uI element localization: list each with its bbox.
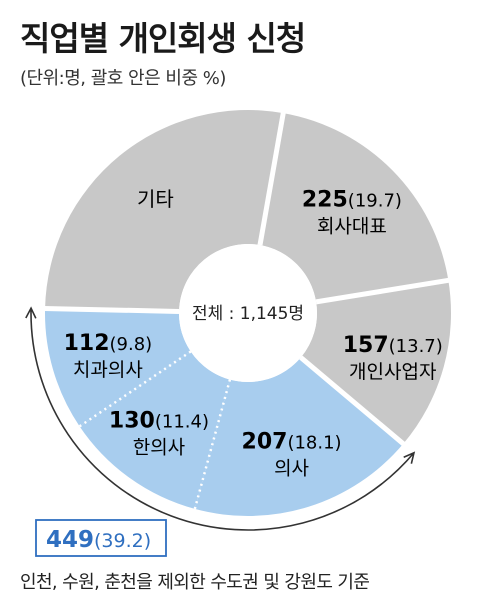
- slice-1: [259, 113, 449, 302]
- slice-value-label: 157(13.7): [343, 333, 443, 358]
- chart-subtitle: (단위:명, 괄호 안은 비중 %): [20, 68, 226, 89]
- slice-category-label: 의사: [274, 457, 309, 479]
- slice-value: 130: [109, 409, 155, 434]
- slice-value-label: 130(11.4): [109, 409, 209, 434]
- slice-category-label: 치과의사: [73, 359, 143, 381]
- slice-label-2: 157(13.7) 개인사업자: [343, 333, 443, 383]
- slice-separator: [43, 305, 180, 314]
- slice-value-label: 112(9.8): [64, 331, 153, 356]
- slice-5: [45, 308, 191, 427]
- slice-pct: (18.1): [287, 432, 341, 453]
- slice-separator: [257, 111, 286, 246]
- center-total-label: 전체 : 1,145명: [192, 304, 304, 324]
- slice-value-label: 207(18.1): [242, 429, 342, 454]
- slice-4: [79, 351, 230, 509]
- slice-pct: (13.7): [389, 336, 443, 357]
- slice-value: 157: [343, 333, 389, 358]
- slice-6: [45, 109, 284, 312]
- slice-2: [300, 280, 451, 444]
- slice-value: 207: [242, 429, 288, 454]
- slice-separator: [315, 277, 450, 305]
- slice-category-label: 한의사: [133, 437, 185, 459]
- slice-category-label: 기타: [137, 187, 174, 211]
- slice-category-label: 개인사업자: [349, 361, 436, 383]
- group-total-box: [35, 519, 167, 557]
- donut-hole: [179, 244, 317, 382]
- slice-separator: [78, 350, 192, 428]
- slice-label-3: 207(18.1) 의사: [242, 429, 342, 479]
- slice-label-6: 기타: [137, 187, 174, 211]
- footnote: 인천, 수원, 춘천을 제외한 수도권 및 강원도 기준: [20, 572, 370, 593]
- slice-value: 112: [64, 331, 110, 356]
- slice-value-label: 225(19.7): [302, 187, 402, 212]
- slice-separator: [299, 355, 406, 447]
- slice-pct: (11.4): [155, 412, 209, 433]
- slice-pct: (9.8): [110, 334, 153, 355]
- slice-label-5: 112(9.8) 치과의사: [64, 331, 153, 381]
- group-total-label: 449(39.2): [46, 527, 151, 553]
- chart-title: 직업별 개인회생 신청: [20, 19, 306, 58]
- group-total-value: 449: [46, 527, 94, 553]
- slice-3: [194, 357, 404, 516]
- slice-value: 225: [302, 187, 348, 212]
- group-bracket-arrow: [25, 306, 416, 531]
- group-total-pct: (39.2): [94, 530, 151, 552]
- slice-label-4: 130(11.4) 한의사: [109, 409, 209, 459]
- slice-category-label: 회사대표: [317, 215, 387, 237]
- slice-label-1: 225(19.7) 회사대표: [302, 187, 402, 237]
- slice-separator: [193, 379, 232, 511]
- slice-pct: (19.7): [348, 190, 402, 211]
